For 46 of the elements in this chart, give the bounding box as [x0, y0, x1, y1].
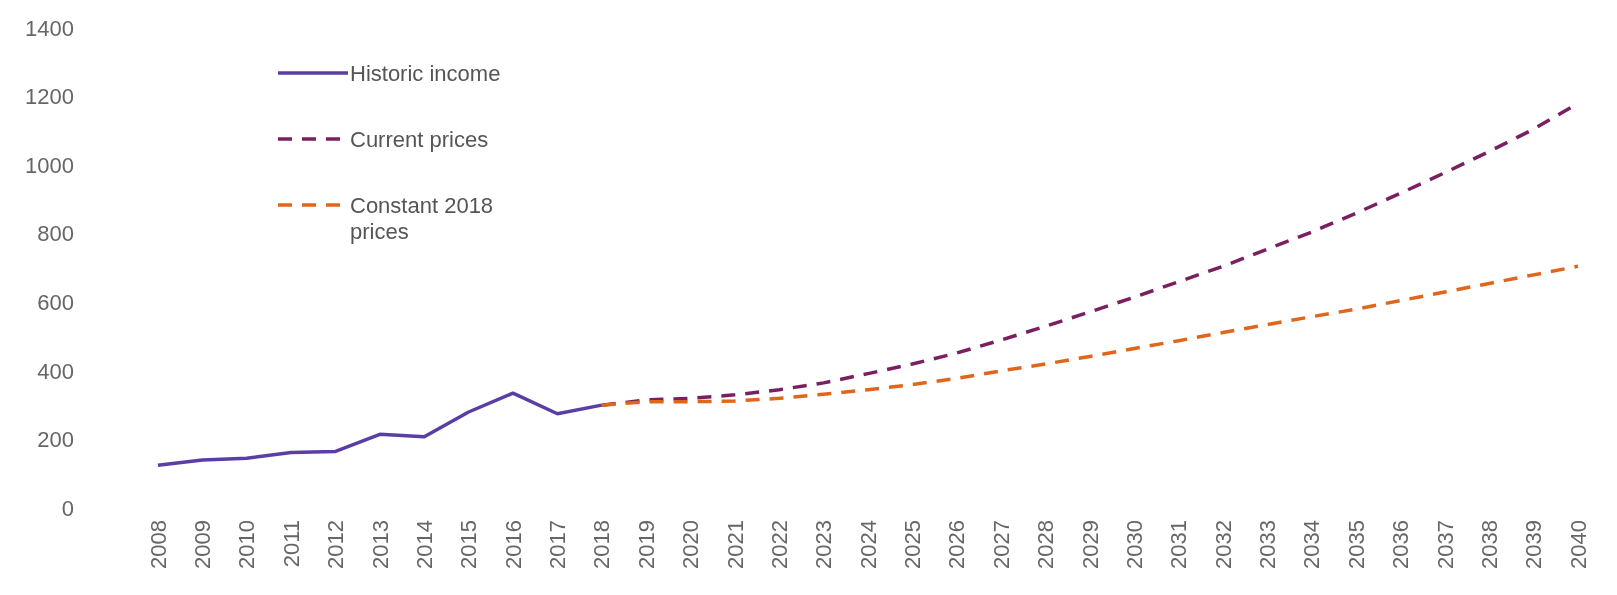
- x-tick-label: 2034: [1299, 520, 1325, 569]
- x-tick-label: 2026: [944, 520, 970, 569]
- y-tick-label: 600: [37, 289, 74, 315]
- x-tick-label: 2038: [1476, 520, 1502, 569]
- x-tick-label: 2016: [500, 520, 526, 569]
- x-tick-label: 2035: [1343, 520, 1369, 569]
- line-series: [600, 264, 1580, 407]
- x-tick-label: 2022: [766, 520, 792, 569]
- x-tick-label: 2037: [1432, 520, 1458, 569]
- legend-label: Historic income: [350, 60, 501, 86]
- x-tick-label: 2031: [1166, 520, 1192, 569]
- x-tick-label: 2014: [411, 520, 437, 569]
- x-tick-label: 2008: [145, 520, 171, 569]
- x-tick-label: 2018: [589, 520, 615, 569]
- x-tick-label: 2009: [190, 520, 216, 569]
- x-tick-label: 2019: [633, 520, 659, 569]
- x-tick-label: 2036: [1388, 520, 1414, 569]
- x-tick-label: 2015: [456, 520, 482, 569]
- y-tick-label: 1200: [25, 84, 74, 110]
- legend-label: Current prices: [350, 126, 489, 152]
- x-tick-label: 2029: [1077, 520, 1103, 569]
- y-tick-label: 1400: [25, 15, 74, 41]
- line-series: [156, 391, 604, 467]
- x-tick-label: 2025: [900, 520, 926, 569]
- x-tick-label: 2024: [855, 520, 881, 569]
- x-tick-label: 2012: [323, 520, 349, 569]
- y-tick-label: 200: [37, 427, 74, 453]
- y-tick-label: 1000: [25, 152, 74, 178]
- x-tick-label: 2028: [1033, 520, 1059, 569]
- x-tick-label: 2032: [1210, 520, 1236, 569]
- x-tick-label: 2011: [278, 520, 304, 568]
- x-tick-label: 2013: [367, 520, 393, 569]
- x-tick-label: 2033: [1255, 520, 1281, 569]
- x-tick-label: 2027: [988, 520, 1014, 569]
- x-tick-label: 2023: [811, 520, 837, 569]
- x-tick-label: 2039: [1521, 520, 1547, 569]
- x-tick-label: 2017: [545, 520, 571, 569]
- y-tick-label: 400: [37, 358, 74, 384]
- y-tick-label: 800: [37, 221, 74, 247]
- x-tick-label: 2020: [678, 520, 704, 569]
- legend-label: Constant 2018 prices: [350, 192, 494, 245]
- x-tick-label: 2021: [722, 520, 748, 569]
- y-tick-label: 0: [61, 495, 74, 521]
- x-tick-label: 2030: [1121, 520, 1147, 569]
- x-tick-label: 2010: [234, 520, 260, 569]
- x-tick-label: 2040: [1565, 520, 1591, 569]
